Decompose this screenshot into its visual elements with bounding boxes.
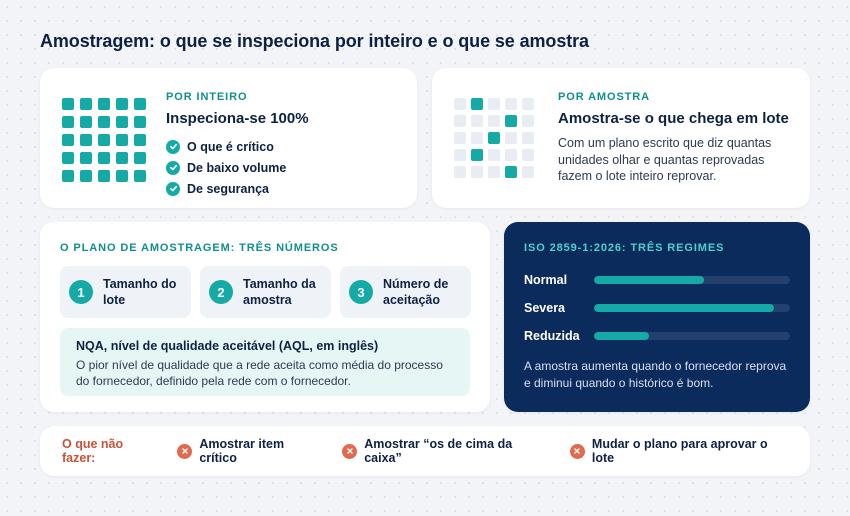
check-circle-icon bbox=[166, 160, 180, 175]
number-badge: 2 bbox=[209, 280, 233, 304]
plan-number-item: 2 Tamanho da amostra bbox=[200, 266, 331, 318]
page-title: Amostragem: o que se inspeciona por inte… bbox=[40, 31, 589, 51]
sample-grid-icon bbox=[454, 98, 534, 178]
x-circle-icon bbox=[342, 443, 358, 459]
list-item: O que é crítico bbox=[166, 136, 286, 157]
iso-note: A amostra aumenta quando o fornecedor re… bbox=[524, 359, 787, 390]
plan-number-item: 1 Tamanho do lote bbox=[60, 266, 191, 318]
plan-numbers: 1 Tamanho do lote 2 Tamanho da amostra 3… bbox=[60, 266, 471, 318]
sample-description: Com um plano escrito que diz quantas uni… bbox=[558, 136, 772, 183]
check-circle-icon bbox=[166, 139, 180, 154]
dont-text: Amostrar item crítico bbox=[199, 437, 285, 465]
list-item: De segurança bbox=[166, 178, 286, 199]
regime-bar-track bbox=[594, 304, 790, 312]
check-label: De baixo volume bbox=[187, 160, 287, 175]
regime-row: Reduzida bbox=[524, 329, 790, 343]
iso-regimes-card: ISO 2859-1:2026: TRÊS REGIMES Normal Sev… bbox=[504, 222, 810, 412]
dont-item: Mudar o plano para aprovar o lote bbox=[569, 437, 792, 465]
nqa-text: O pior nível de qualidade que a rede ace… bbox=[76, 358, 443, 388]
sampling-plan-card: O PLANO DE AMOSTRAGEM: TRÊS NÚMEROS 1 Ta… bbox=[40, 222, 490, 412]
plan-eyebrow: O PLANO DE AMOSTRAGEM: TRÊS NÚMEROS bbox=[60, 242, 339, 254]
regime-label: Reduzida bbox=[524, 329, 580, 343]
number-badge: 1 bbox=[69, 280, 93, 304]
dont-item: Amostrar item crítico bbox=[177, 437, 324, 465]
x-circle-icon bbox=[177, 443, 193, 459]
plan-number-item: 3 Número de aceitação bbox=[340, 266, 471, 318]
sample-inspection-card: POR AMOSTRA Amostra-se o que chega em lo… bbox=[432, 68, 810, 208]
full-grid-icon bbox=[62, 98, 146, 182]
iso-eyebrow: ISO 2859-1:2026: TRÊS REGIMES bbox=[524, 242, 725, 254]
full-eyebrow: POR INTEIRO bbox=[166, 91, 248, 103]
dont-text: Mudar o plano para aprovar o lote bbox=[591, 437, 768, 465]
regime-bar-fill bbox=[594, 304, 775, 312]
check-circle-icon bbox=[166, 181, 180, 196]
check-label: De segurança bbox=[187, 181, 269, 196]
regime-row: Normal bbox=[524, 273, 790, 287]
number-badge: 3 bbox=[349, 280, 373, 304]
regime-bar-track bbox=[594, 276, 790, 284]
check-label: O que é crítico bbox=[187, 139, 274, 154]
nqa-callout: NQA, nível de qualidade aceitável (AQL, … bbox=[60, 328, 470, 396]
donts-bar: O que não fazer: Amostrar item crítico A… bbox=[40, 426, 810, 476]
number-label: Número de aceitação bbox=[383, 277, 449, 307]
full-inspection-card: POR INTEIRO Inspeciona-se 100% O que é c… bbox=[40, 68, 417, 208]
sample-heading: Amostra-se o que chega em lote bbox=[558, 110, 789, 127]
full-checklist: O que é crítico De baixo volume De segur… bbox=[166, 136, 286, 199]
sample-eyebrow: POR AMOSTRA bbox=[558, 91, 650, 103]
list-item: De baixo volume bbox=[166, 157, 286, 178]
nqa-title: NQA, nível de qualidade aceitável (AQL, … bbox=[76, 339, 379, 353]
number-label: Tamanho do lote bbox=[103, 277, 177, 307]
full-heading: Inspeciona-se 100% bbox=[166, 110, 309, 127]
regime-label: Severa bbox=[524, 301, 566, 315]
regime-bar-track bbox=[594, 332, 790, 340]
number-label: Tamanho da amostra bbox=[243, 277, 316, 307]
regime-label: Normal bbox=[524, 273, 568, 287]
regime-bar-fill bbox=[594, 332, 649, 340]
dont-item: Amostrar “os de cima da caixa” bbox=[342, 437, 552, 465]
regime-bar-fill bbox=[594, 276, 704, 284]
x-circle-icon bbox=[569, 443, 585, 459]
donts-label: O que não fazer: bbox=[62, 437, 124, 465]
dont-text: Amostrar “os de cima da caixa” bbox=[364, 437, 513, 465]
regime-row: Severa bbox=[524, 301, 790, 315]
